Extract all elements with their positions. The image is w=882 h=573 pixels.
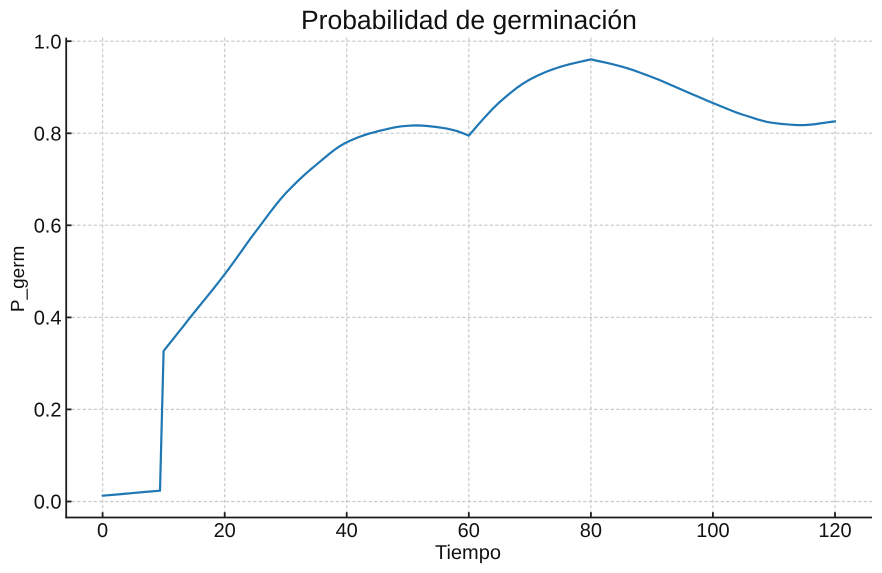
svg-text:0.6: 0.6 — [34, 216, 62, 238]
svg-text:Tiempo: Tiempo — [435, 542, 501, 564]
svg-text:120: 120 — [818, 520, 851, 542]
svg-text:Probabilidad de germinación: Probabilidad de germinación — [301, 5, 637, 35]
svg-text:1.0: 1.0 — [34, 31, 62, 53]
svg-text:0.2: 0.2 — [34, 400, 62, 422]
svg-text:40: 40 — [336, 520, 358, 542]
svg-text:0.8: 0.8 — [34, 124, 62, 146]
svg-text:P_germ: P_germ — [8, 246, 29, 313]
svg-text:60: 60 — [458, 520, 480, 542]
svg-text:100: 100 — [696, 520, 729, 542]
svg-text:0.4: 0.4 — [34, 308, 62, 330]
svg-text:80: 80 — [580, 520, 602, 542]
svg-text:0: 0 — [97, 520, 108, 542]
svg-text:20: 20 — [214, 520, 236, 542]
svg-text:0.0: 0.0 — [34, 492, 62, 514]
